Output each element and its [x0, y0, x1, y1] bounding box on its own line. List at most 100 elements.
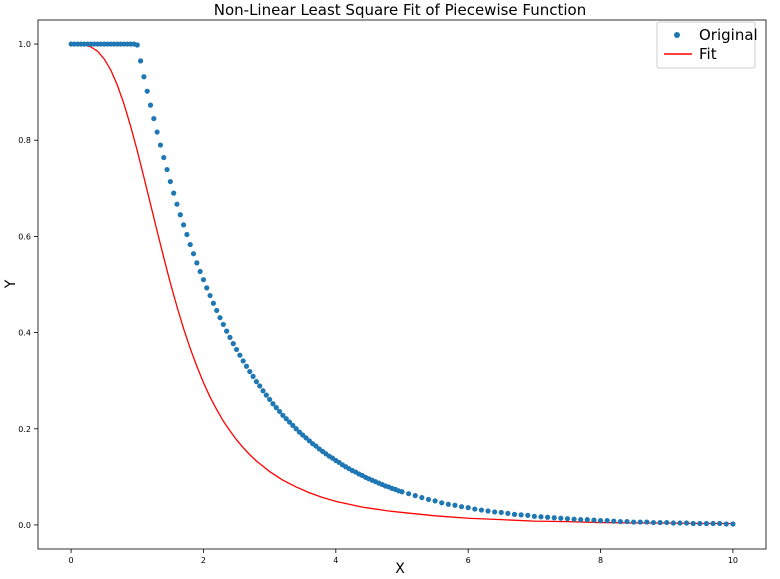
data-point — [525, 512, 531, 518]
data-point — [611, 518, 617, 524]
data-point — [564, 516, 571, 522]
fit-line — [71, 43, 733, 525]
data-point — [511, 511, 518, 517]
data-point — [465, 505, 471, 511]
data-point — [412, 493, 418, 499]
data-point — [399, 489, 405, 495]
data-point — [624, 518, 630, 525]
x-tick-label: 6 — [466, 556, 471, 565]
data-point — [204, 285, 210, 291]
data-point — [257, 383, 263, 389]
y-tick-label: 0.4 — [18, 329, 31, 338]
data-point — [591, 517, 597, 523]
data-point — [617, 518, 624, 525]
data-point — [250, 373, 256, 379]
data-point — [184, 231, 190, 238]
data-point — [578, 517, 584, 523]
y-tick-label: 0.6 — [18, 232, 31, 241]
data-point — [538, 514, 544, 520]
x-tick-label: 4 — [333, 556, 338, 565]
data-point — [190, 251, 197, 257]
data-point — [253, 379, 259, 385]
data-point — [154, 129, 160, 135]
data-point — [439, 500, 445, 506]
legend-box — [656, 21, 756, 69]
data-point — [267, 396, 273, 403]
data-point — [151, 115, 157, 122]
data-point — [492, 509, 498, 515]
data-point — [505, 510, 511, 517]
data-point — [286, 419, 293, 425]
x-tick-label: 10 — [728, 556, 738, 565]
data-point — [217, 315, 223, 321]
data-point — [247, 368, 253, 375]
data-point — [220, 321, 226, 328]
data-point — [240, 358, 246, 364]
data-point — [233, 346, 240, 353]
x-tick-label: 8 — [598, 556, 603, 565]
data-point — [280, 412, 286, 418]
data-point — [458, 504, 465, 510]
data-point — [207, 292, 213, 299]
data-point — [200, 277, 207, 283]
data-point — [545, 514, 551, 520]
data-point — [181, 222, 187, 228]
data-point — [445, 501, 451, 507]
legend: Original Fit — [656, 21, 758, 69]
data-point — [141, 74, 147, 80]
data-point — [478, 507, 485, 513]
data-point — [723, 521, 729, 527]
data-point — [419, 494, 425, 501]
data-point — [664, 519, 670, 526]
x-tick-label: 0 — [69, 556, 74, 565]
data-point — [161, 154, 167, 161]
chart-title: Non-Linear Least Square Fit of Piecewise… — [214, 1, 586, 19]
data-point — [276, 408, 283, 415]
data-point — [293, 426, 299, 432]
data-point — [177, 212, 183, 218]
x-axis-label: X — [395, 561, 405, 577]
data-point — [194, 260, 200, 266]
data-point — [171, 190, 177, 196]
data-point — [270, 401, 276, 407]
data-point — [677, 520, 683, 526]
data-point — [137, 58, 144, 64]
data-point — [147, 102, 154, 108]
data-point — [406, 491, 412, 497]
data-point — [703, 520, 710, 527]
data-point — [690, 520, 696, 527]
data-point — [697, 520, 703, 527]
legend-label-original: Original — [699, 26, 758, 44]
x-tick-label: 2 — [201, 556, 206, 565]
legend-label-fit: Fit — [699, 45, 717, 63]
data-point — [230, 341, 236, 347]
data-point — [558, 515, 564, 521]
data-point — [597, 518, 604, 524]
y-axis-label: Y — [3, 279, 19, 289]
data-point — [531, 513, 537, 519]
plot-area: 0 2 4 6 8 10 0.0 0.2 0.4 0.6 0.8 1.0 — [18, 19, 767, 565]
data-point — [650, 519, 657, 526]
data-point — [290, 422, 296, 429]
data-point — [683, 520, 690, 526]
data-point — [187, 241, 193, 248]
data-point — [644, 519, 650, 525]
data-point — [452, 502, 458, 508]
data-point — [197, 268, 203, 275]
data-point — [584, 517, 590, 523]
y-tick-label: 0.8 — [18, 136, 31, 145]
data-point — [260, 388, 266, 394]
data-point — [631, 519, 637, 525]
data-point — [551, 515, 557, 521]
y-tick-label: 1.0 — [18, 40, 31, 49]
data-point — [604, 518, 610, 524]
data-point — [637, 519, 643, 525]
data-point — [710, 520, 716, 527]
data-point — [210, 300, 216, 306]
data-point — [425, 496, 432, 503]
data-point — [730, 521, 736, 527]
data-point — [432, 498, 438, 504]
data-point — [283, 416, 289, 422]
legend-marker-original — [674, 32, 680, 38]
